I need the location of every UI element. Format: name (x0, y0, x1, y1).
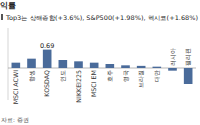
bar (184, 68, 193, 84)
x-tick-label: 영국 (122, 70, 129, 82)
x-tick-label: NIKKEI225 (75, 70, 82, 103)
title: 익률 (0, 1, 16, 10)
x-tick-label: 대만 (153, 70, 160, 82)
x-tick-label: 인도 (59, 70, 66, 82)
x-tick-label: 호주 (106, 70, 113, 82)
y-axis-line (8, 28, 9, 100)
bar (12, 63, 21, 68)
annotation: 0.69 (40, 42, 54, 50)
x-tick-label: MSCI EM (90, 70, 97, 97)
subtitle-bullet (1, 14, 3, 20)
x-tick-label: MSCI ACWI (12, 70, 19, 105)
x-tick-label: KOSDAQ (43, 70, 50, 97)
bar (27, 59, 36, 68)
bar (74, 61, 83, 68)
bar (137, 66, 146, 68)
chart: 익률 Top3는 상해종합(+3.6%), S&P500(+1.98%), 헥시코… (0, 0, 200, 125)
x-tick-label: 러시아 (169, 48, 176, 66)
subtitle: Top3는 상해종합(+3.6%), S&P500(+1.98%), 헥시코(+… (5, 14, 198, 22)
x-tick-label: 브라질 (137, 70, 144, 88)
bar (59, 60, 68, 68)
page: {"chart_data": {"type": "bar", "title": … (0, 0, 200, 125)
x-tick-label: 항셍 (28, 70, 35, 82)
zero-line (8, 68, 196, 69)
bar (153, 67, 162, 68)
bar (106, 64, 115, 68)
bar (43, 50, 52, 68)
bar (168, 68, 177, 71)
source: 자료: 증권 (1, 117, 29, 123)
bar (121, 65, 130, 68)
bars (12, 50, 193, 84)
bar (90, 63, 99, 68)
x-tick-label: 필리핀 (184, 48, 191, 66)
